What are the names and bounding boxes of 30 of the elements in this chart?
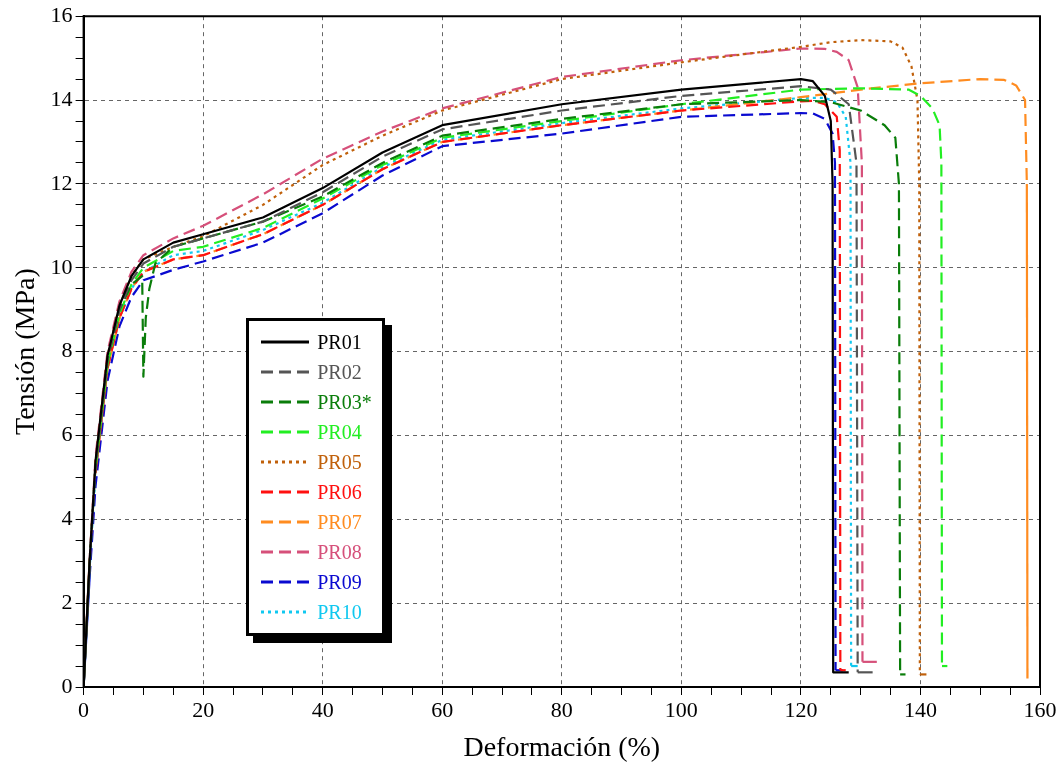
y-tick-label: 2 (61, 588, 73, 614)
legend-label: PR01 (317, 330, 362, 354)
x-tick-label: 60 (431, 696, 454, 722)
y-tick-label: 16 (50, 1, 73, 27)
legend-label: PR09 (317, 570, 362, 594)
x-tick-label: 20 (192, 696, 215, 722)
legend-label: PR03* (317, 390, 372, 414)
x-tick-label: 100 (664, 696, 698, 722)
legend-label: PR05 (317, 450, 362, 474)
legend-label: PR04 (317, 420, 362, 444)
legend-label: PR10 (317, 600, 362, 624)
y-tick-label: 12 (50, 169, 73, 195)
x-axis-title: Deformación (%) (463, 730, 661, 762)
y-axis-title: Tensión (MPa) (9, 268, 41, 435)
x-tick-label: 160 (1023, 696, 1057, 722)
y-tick-label: 10 (50, 253, 73, 279)
legend-label: PR02 (317, 360, 362, 384)
x-tick-label: 80 (550, 696, 573, 722)
y-tick-label: 14 (50, 85, 73, 111)
y-tick-label: 8 (61, 337, 73, 363)
legend-label: PR07 (317, 510, 362, 534)
legend-label: PR08 (317, 540, 362, 564)
legend-label: PR06 (317, 480, 362, 504)
y-tick-label: 4 (61, 505, 73, 531)
x-tick-label: 140 (903, 696, 937, 722)
x-tick-label: 40 (311, 696, 334, 722)
x-tick-label: 0 (78, 696, 90, 722)
y-tick-label: 6 (61, 421, 73, 447)
x-tick-label: 120 (784, 696, 818, 722)
y-tick-label: 0 (61, 672, 73, 698)
